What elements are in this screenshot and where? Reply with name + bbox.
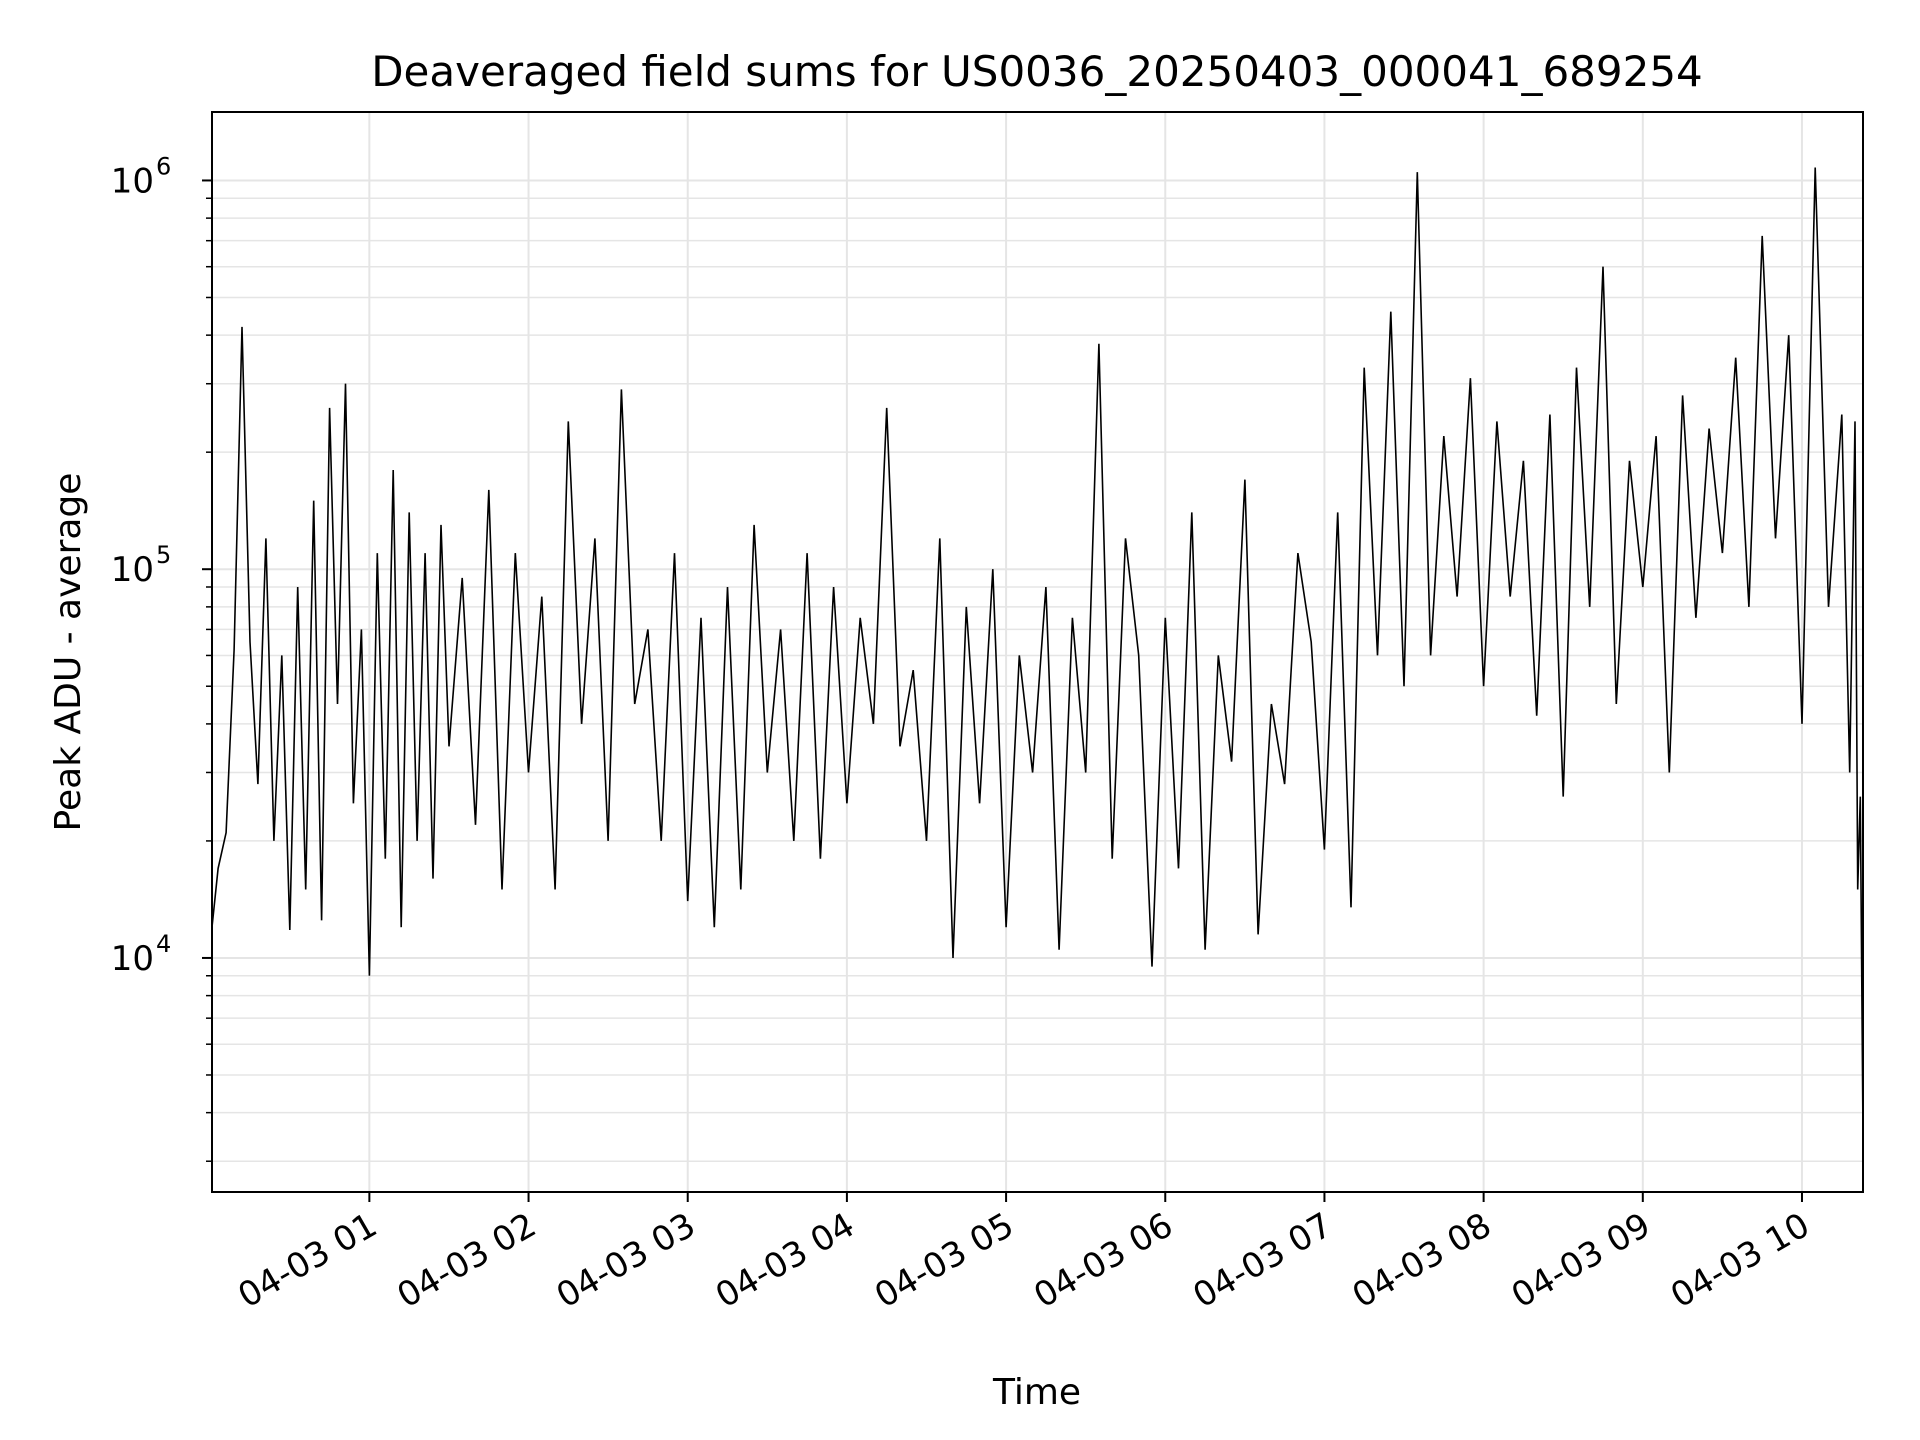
y-tick-label: 10 xyxy=(111,550,154,590)
y-tick-exponent: 4 xyxy=(156,930,171,958)
series-line xyxy=(211,167,1864,1136)
series-layer xyxy=(211,167,1864,1136)
y-axis-label: Peak ADU - average xyxy=(48,473,89,832)
y-tick-label: 10 xyxy=(111,939,154,979)
x-axis-label: Time xyxy=(992,1372,1081,1413)
chart-title: Deaveraged field sums for US0036_2025040… xyxy=(371,47,1703,96)
y-tick-label: 10 xyxy=(111,161,154,201)
grid xyxy=(212,112,1863,1192)
y-tick-exponent: 6 xyxy=(156,152,171,180)
plot-frame xyxy=(211,111,1864,1193)
y-tick-exponent: 5 xyxy=(156,541,171,569)
